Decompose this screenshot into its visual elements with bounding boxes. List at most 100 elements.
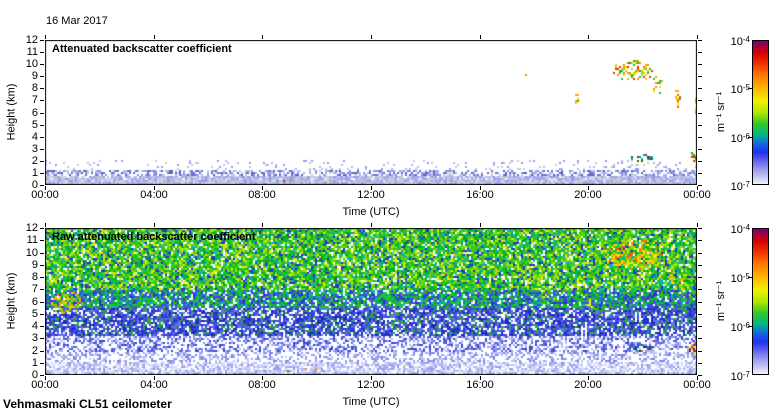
y-tick-mark [698, 88, 702, 90]
x-tick-mark [697, 376, 698, 380]
y-tick-label: 4 [31, 130, 38, 143]
y-tick-mark [698, 185, 702, 186]
y-tick-label: 7 [31, 283, 38, 296]
x-tick-label: 12:00 [357, 189, 385, 201]
colorbar-tick-label: 10-7 [730, 370, 750, 383]
y-tick-label: 6 [31, 106, 38, 119]
y-tick-label: 6 [31, 295, 38, 308]
y-tick-mark [40, 362, 44, 364]
y-tick-mark [40, 301, 44, 303]
colorbar-tick-label: 10-6 [730, 131, 750, 145]
y-tick-mark [698, 326, 702, 327]
x-tick-mark [371, 376, 372, 380]
y-tick-mark [698, 136, 702, 138]
y-tick-mark [40, 172, 44, 174]
x-tick-mark [480, 186, 481, 190]
y-tick-mark [698, 240, 702, 242]
x-tick-label: 20:00 [574, 189, 602, 201]
y-tick-mark [698, 172, 702, 174]
y-tick-label: 10 [25, 246, 38, 259]
y-tick-mark [698, 160, 702, 162]
x-tick-label: 08:00 [248, 379, 276, 391]
y-tick-mark [40, 136, 44, 138]
y-tick-mark [40, 338, 44, 340]
y-tick-mark [698, 362, 702, 364]
colorbar-tick-label: 10-5 [730, 272, 750, 285]
y-tick-mark [40, 289, 44, 291]
x-tick-label: 00:00 [31, 379, 59, 391]
x-tick-mark [262, 376, 263, 380]
y-tick-mark [40, 52, 44, 54]
x-tick-mark [154, 186, 155, 190]
y-tick-mark [40, 88, 44, 90]
x-tick-label: 12:00 [357, 379, 385, 391]
bottom-panel-title: Raw attenuated backscatter coefficient [52, 231, 256, 243]
x-tick-mark [45, 186, 46, 190]
y-tick-mark [698, 76, 702, 78]
y-tick-mark [698, 350, 702, 352]
y-tick-label: 9 [31, 258, 38, 271]
y-tick-mark [40, 76, 44, 78]
y-tick-mark [40, 277, 44, 278]
top-panel-title: Attenuated backscatter coefficient [52, 43, 232, 55]
y-tick-label: 9 [31, 70, 38, 83]
y-tick-mark [40, 185, 44, 186]
x-tick-mark [154, 35, 155, 39]
instrument-label: Vehmasmaki CL51 ceilometer [3, 397, 172, 411]
colorbar-tick-mark [748, 136, 752, 138]
x-tick-label: 00:00 [683, 379, 711, 391]
colorbar-tick-label: 10-4 [730, 35, 750, 48]
y-tick-mark [40, 40, 44, 41]
y-tick-label: 5 [31, 307, 38, 320]
colorbar-top [752, 40, 769, 185]
x-tick-mark [697, 35, 698, 39]
x-tick-mark [371, 223, 372, 227]
x-tick-mark [480, 376, 481, 380]
date-label: 16 Mar 2017 [46, 15, 108, 27]
y-tick-mark [698, 112, 702, 114]
y-tick-mark [40, 252, 44, 254]
y-tick-mark [698, 252, 702, 254]
y-tick-label: 2 [31, 154, 38, 167]
y-tick-label: 2 [31, 344, 38, 357]
colorbar-tick-label: 10-6 [730, 321, 750, 334]
y-tick-label: 4 [31, 320, 38, 332]
x-tick-mark [588, 35, 589, 39]
x-tick-mark [262, 35, 263, 39]
attenuated-backscatter-heatmap [45, 40, 697, 185]
y-tick-label: 1 [31, 166, 38, 179]
colorbar-tick-mark [748, 326, 752, 327]
y-tick-mark [40, 64, 44, 66]
y-tick-mark [40, 375, 44, 376]
time-axis-label-bottom: Time (UTC) [342, 396, 400, 408]
y-tick-label: 11 [26, 234, 38, 247]
x-tick-mark [262, 186, 263, 190]
x-tick-label: 16:00 [466, 379, 494, 391]
y-tick-mark [40, 112, 44, 114]
y-tick-mark [698, 264, 702, 266]
y-tick-mark [698, 301, 702, 303]
y-tick-mark [698, 289, 702, 291]
y-tick-label: 3 [31, 332, 38, 345]
colorbar-tick-label: 10-5 [730, 83, 750, 97]
y-tick-mark [40, 124, 44, 126]
x-tick-mark [371, 186, 372, 190]
y-tick-label: 10 [25, 58, 38, 71]
y-tick-label: 5 [31, 118, 38, 131]
y-tick-mark [40, 160, 44, 162]
y-tick-label: 0 [31, 179, 38, 191]
y-tick-mark [40, 100, 44, 102]
x-tick-mark [697, 186, 698, 190]
x-tick-mark [262, 223, 263, 227]
y-tick-label: 8 [31, 82, 38, 95]
y-tick-mark [40, 148, 44, 150]
y-tick-mark [40, 264, 44, 266]
y-tick-mark [40, 240, 44, 242]
x-tick-mark [45, 35, 46, 39]
x-tick-mark [154, 223, 155, 227]
time-axis-label-top: Time (UTC) [342, 206, 400, 218]
y-tick-label: 0 [31, 369, 38, 381]
raw-attenuated-backscatter-heatmap [45, 228, 697, 375]
x-tick-mark [480, 35, 481, 39]
